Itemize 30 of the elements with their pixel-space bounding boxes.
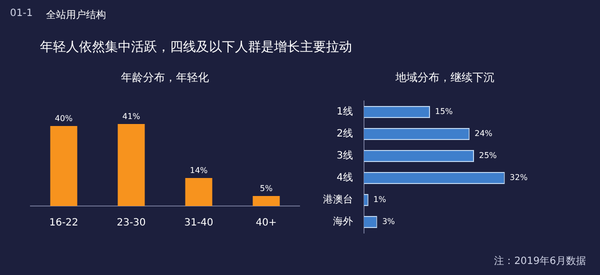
bar <box>185 178 212 206</box>
y-tick-label: 海外 <box>333 216 353 228</box>
data-label: 25% <box>479 151 498 160</box>
data-label: 5% <box>260 184 273 194</box>
text: 01-1 <box>10 8 33 19</box>
x-tick-label: 23-30 <box>116 218 146 229</box>
text: 注：2019年6月数据 <box>494 254 586 268</box>
bar <box>118 124 145 206</box>
data-label: 24% <box>474 129 493 138</box>
y-tick-label: 1线 <box>336 106 353 118</box>
chart-title: 地域分布，继续下沉 <box>394 70 496 85</box>
data-label: 14% <box>190 166 208 176</box>
y-tick-label: 港澳台 <box>323 194 353 206</box>
x-tick-label: 40+ <box>256 218 277 229</box>
text: 全站用户结构 <box>46 8 106 22</box>
y-tick-label: 3线 <box>336 150 353 162</box>
x-tick-label: 31-40 <box>184 218 214 229</box>
text: 年轻人依然集中活跃，四线及以下人群是增长主要拉动 <box>40 39 352 56</box>
chart-title: 年龄分布，年轻化 <box>120 70 210 85</box>
bar <box>50 126 78 206</box>
x-tick-label: 16-22 <box>49 218 78 229</box>
data-label: 32% <box>510 173 528 182</box>
data-label: 40% <box>54 114 74 124</box>
data-label: 15% <box>435 107 454 116</box>
y-tick-label: 2线 <box>336 128 353 140</box>
data-label: 3% <box>382 217 396 226</box>
data-label: 1% <box>373 195 386 204</box>
data-label: 41% <box>122 112 141 122</box>
bar <box>252 196 280 206</box>
y-tick-label: 4线 <box>336 172 353 184</box>
